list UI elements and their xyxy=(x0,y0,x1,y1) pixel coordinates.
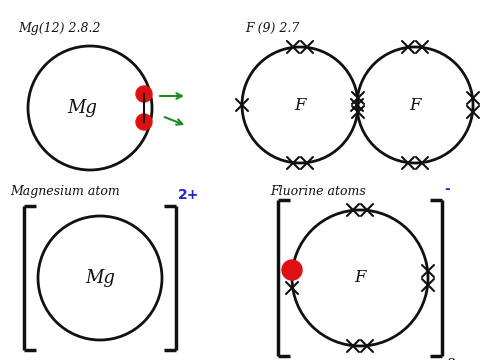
Text: Mg: Mg xyxy=(85,269,115,287)
Text: 2+: 2+ xyxy=(178,188,199,202)
Text: Fluorine atoms: Fluorine atoms xyxy=(270,185,366,198)
Text: F: F xyxy=(354,270,366,287)
Text: Magnesium atom: Magnesium atom xyxy=(10,185,120,198)
Text: F (9) 2.7: F (9) 2.7 xyxy=(245,22,300,35)
Circle shape xyxy=(282,260,302,280)
Text: Mg(12) 2.8.2: Mg(12) 2.8.2 xyxy=(18,22,100,35)
Text: -: - xyxy=(444,182,450,196)
Text: F: F xyxy=(409,96,421,113)
Text: F: F xyxy=(294,96,306,113)
Text: Mg: Mg xyxy=(67,99,97,117)
Circle shape xyxy=(136,86,152,102)
Text: 2: 2 xyxy=(446,358,455,360)
Circle shape xyxy=(136,114,152,130)
